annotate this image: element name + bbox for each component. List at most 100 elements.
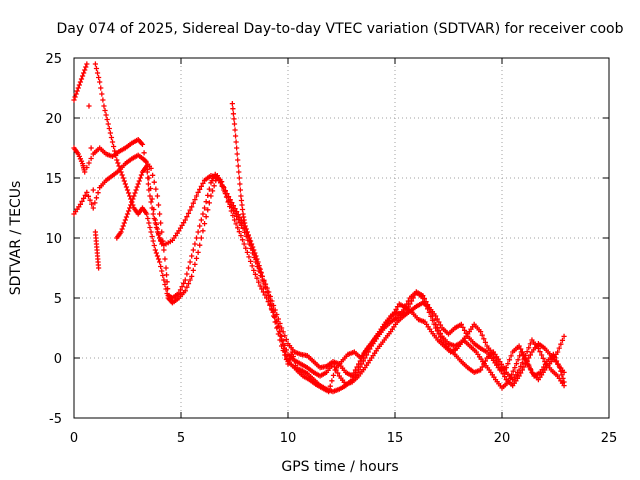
data-point	[526, 345, 532, 351]
data-point	[421, 299, 428, 305]
data-point	[104, 116, 110, 123]
data-point	[197, 186, 203, 192]
data-point	[176, 228, 182, 234]
data-point	[182, 217, 188, 223]
data-point	[521, 355, 528, 361]
data-point	[100, 97, 106, 103]
data-point	[72, 94, 78, 100]
data-point	[92, 200, 98, 206]
data-point	[200, 228, 206, 234]
data-point	[505, 361, 511, 367]
data-point	[187, 259, 193, 265]
data-point	[195, 249, 201, 255]
data-point	[119, 226, 125, 232]
data-point	[238, 197, 245, 204]
data-point	[349, 373, 355, 379]
data-point	[249, 241, 255, 247]
data-point	[205, 207, 211, 213]
data-point	[286, 358, 292, 364]
data-point	[526, 364, 532, 370]
series-arc-2	[71, 137, 567, 383]
data-point	[431, 321, 437, 327]
data-point	[150, 238, 156, 244]
data-point	[132, 190, 138, 196]
data-point	[125, 208, 132, 214]
data-point	[88, 145, 94, 151]
data-point	[120, 223, 126, 229]
data-point	[229, 204, 235, 210]
data-point	[516, 343, 522, 349]
data-point	[121, 178, 127, 184]
data-point	[235, 225, 241, 231]
data-point	[237, 181, 243, 187]
y-tick-labels: -5 0 5 10 15 20 25	[45, 52, 62, 427]
data-point	[247, 258, 254, 264]
data-point	[189, 253, 195, 259]
data-point	[131, 193, 137, 199]
data-point	[393, 306, 399, 312]
data-point	[255, 259, 261, 265]
data-point	[193, 235, 200, 241]
data-point	[122, 217, 128, 223]
data-point	[434, 328, 440, 334]
data-point	[139, 141, 146, 147]
data-point	[356, 361, 362, 367]
data-point	[278, 333, 285, 339]
data-point	[561, 333, 567, 339]
data-point	[244, 229, 250, 235]
data-point	[257, 283, 263, 289]
data-point	[289, 349, 295, 355]
data-point	[195, 189, 201, 195]
data-point	[193, 193, 200, 199]
data-point	[267, 301, 273, 307]
data-point	[520, 352, 526, 358]
data-point	[197, 223, 203, 229]
data-point	[235, 216, 241, 222]
data-point	[235, 163, 241, 169]
data-point	[561, 379, 567, 385]
data-point	[251, 247, 257, 253]
data-point	[542, 361, 548, 367]
data-point	[198, 217, 204, 223]
data-point	[254, 275, 260, 281]
data-point	[208, 193, 214, 199]
data-point	[158, 238, 164, 244]
data-point	[214, 173, 220, 179]
data-point	[130, 196, 136, 202]
data-point	[479, 332, 485, 338]
data-point	[120, 175, 126, 181]
data-point	[436, 319, 442, 325]
data-point	[122, 181, 128, 187]
data-point	[216, 176, 222, 182]
data-point	[246, 235, 253, 241]
x-tick-label: 15	[387, 431, 404, 446]
data-point	[94, 70, 101, 76]
data-point	[330, 372, 337, 378]
data-point	[219, 183, 225, 189]
data-point	[229, 101, 235, 107]
data-point	[395, 304, 401, 310]
data-point	[153, 224, 159, 231]
data-point	[93, 195, 100, 201]
data-point	[185, 210, 192, 216]
data-point	[123, 214, 130, 220]
data-point	[107, 130, 113, 136]
data-point	[433, 313, 439, 319]
data-point	[497, 359, 503, 365]
data-point	[232, 210, 238, 216]
data-point	[197, 242, 203, 248]
data-point	[245, 232, 252, 238]
data-point	[292, 362, 299, 369]
data-point	[524, 349, 530, 355]
data-point	[277, 337, 283, 343]
data-point	[159, 268, 165, 274]
data-point	[234, 151, 240, 157]
data-point	[535, 345, 541, 351]
data-point	[252, 271, 258, 277]
data-point	[89, 201, 95, 207]
data-point	[481, 336, 487, 342]
data-point	[145, 175, 151, 181]
data-point	[244, 249, 250, 255]
data-point	[88, 155, 94, 162]
data-point	[552, 355, 558, 361]
